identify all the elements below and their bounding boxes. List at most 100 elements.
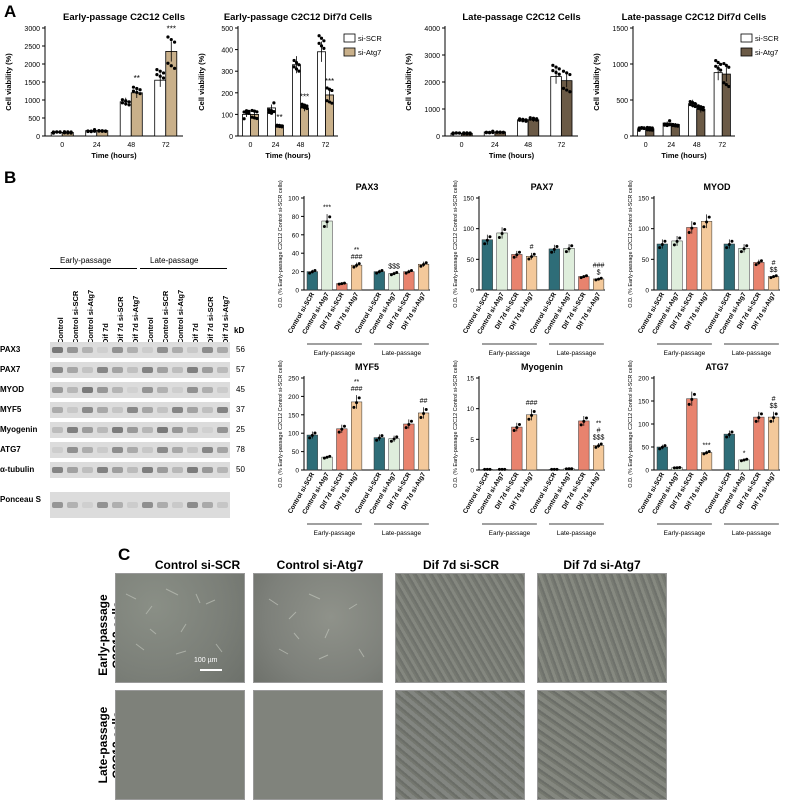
- blot-band: [157, 467, 168, 473]
- y-tick-label: 500: [616, 98, 628, 105]
- data-point: [759, 259, 763, 263]
- micrograph-early-dif-si-atg7: [537, 573, 667, 683]
- data-point: [138, 88, 142, 92]
- blot-band: [157, 367, 168, 373]
- data-point: [725, 246, 729, 250]
- legend-label: si-Atg7: [755, 48, 778, 57]
- data-point: [313, 431, 317, 435]
- bar: [686, 398, 698, 471]
- data-point: [409, 268, 413, 272]
- blot-band: [52, 387, 63, 393]
- blot-lane-label: Dif 7d si-SCR: [116, 296, 125, 344]
- chart-myod-od: MYOD 0 50 100 150 O.D. (% Early-passage C2C12…: [628, 180, 780, 357]
- blot-band: [52, 502, 63, 508]
- blot-band: [112, 427, 123, 433]
- data-point: [716, 60, 720, 65]
- blot-band: [82, 367, 93, 373]
- micro-col-title: Control si-SCR: [154, 558, 241, 572]
- kd-header: kD: [234, 326, 245, 335]
- significance-label: ***: [167, 24, 176, 33]
- data-point: [325, 86, 329, 90]
- blot-band: [217, 467, 228, 473]
- blot-lane-label: Control si-SCR: [161, 290, 170, 344]
- bar: [511, 426, 523, 471]
- data-point: [599, 442, 603, 446]
- data-point: [515, 253, 519, 257]
- y-axis-label: O.D. (% Early-passage C2C12 Control si-S…: [278, 360, 284, 488]
- blot-strip: [50, 382, 230, 398]
- blot-lane-label: Control si-Atg7: [86, 289, 95, 344]
- y-tick-label: 0: [295, 288, 299, 295]
- data-point: [702, 452, 706, 456]
- data-point: [300, 102, 304, 106]
- data-point: [424, 408, 428, 412]
- chart-title: Early-passage C2C12 Dif7d Cells: [224, 12, 372, 23]
- data-point: [557, 72, 561, 76]
- y-tick-label: 50: [642, 445, 650, 452]
- data-point: [255, 110, 259, 114]
- x-tick-label: 48: [127, 142, 135, 149]
- data-point: [725, 435, 729, 439]
- bar: [688, 103, 698, 137]
- bar: [701, 452, 713, 471]
- bar: [351, 264, 363, 291]
- data-point: [532, 252, 536, 256]
- blot-band: [172, 427, 183, 433]
- y-tick-label: 80: [292, 214, 300, 221]
- x-tick-label: 24: [272, 142, 280, 149]
- bar: [403, 271, 415, 291]
- data-point: [693, 104, 697, 109]
- micrograph-late-control-si-scr: [115, 690, 245, 800]
- y-tick-label: 10: [467, 406, 475, 413]
- blot-band: [157, 502, 168, 508]
- data-point: [97, 129, 101, 133]
- x-tick-label: 24: [491, 142, 499, 149]
- data-point: [297, 69, 301, 73]
- data-point: [530, 255, 534, 259]
- legend-swatch: [740, 33, 753, 43]
- kd-value: 56: [236, 345, 245, 354]
- data-point: [337, 282, 341, 286]
- chart-title: MYOD: [704, 182, 732, 192]
- blot-band: [157, 347, 168, 353]
- group-label: Early-passage: [314, 530, 356, 537]
- blot-band: [172, 467, 183, 473]
- blot-row-label: ATG7: [0, 445, 21, 454]
- data-point: [327, 100, 332, 104]
- chart-pax3-od: PAX3 0 20 40 60 80 100 O.D. (% Early-passage C2…: [278, 180, 430, 357]
- data-point: [457, 131, 462, 135]
- significance-label: $: [597, 270, 601, 277]
- data-point: [722, 81, 726, 85]
- micrograph-early-dif-si-scr: [395, 573, 525, 683]
- blot-band: [187, 467, 198, 473]
- blot-band: [82, 427, 93, 433]
- bar: [526, 414, 538, 471]
- data-point: [275, 124, 279, 128]
- legend-label: si-SCR: [755, 34, 779, 43]
- legend-swatch: [343, 47, 356, 57]
- data-point: [392, 272, 396, 276]
- data-point: [169, 64, 173, 68]
- y-tick-label: 100: [638, 226, 649, 233]
- chart-title: ATG7: [705, 362, 728, 372]
- y-tick-label: 0: [229, 134, 233, 141]
- data-point: [660, 242, 664, 246]
- significance-label: ###: [593, 263, 605, 270]
- blot-lane-label: Control si-Atg7: [176, 289, 185, 344]
- blot-band: [217, 387, 228, 393]
- y-axis-label: Cell viability (%): [197, 53, 206, 111]
- blot-lane-label: Dif 7d si-SCR: [206, 296, 215, 344]
- data-point: [665, 123, 669, 128]
- data-point: [325, 99, 329, 103]
- data-point: [730, 239, 734, 243]
- blot-band: [157, 427, 168, 433]
- bar: [496, 232, 508, 291]
- blot-group-label: Early-passage: [60, 256, 112, 265]
- data-point: [155, 67, 159, 72]
- y-tick-label: 150: [638, 196, 649, 203]
- data-point: [120, 98, 125, 102]
- y-tick-label: 1000: [612, 62, 628, 69]
- data-point: [550, 250, 554, 254]
- data-point: [267, 108, 271, 112]
- chart-title: MYF5: [355, 362, 379, 372]
